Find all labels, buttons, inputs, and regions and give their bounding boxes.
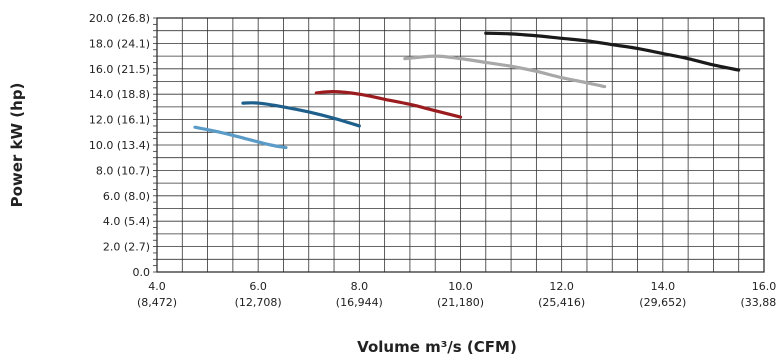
x-tick-sublabel: (16,944) [336, 296, 383, 309]
y-tick-label: 6.0 (8.0) [103, 190, 150, 203]
y-tick-label: 8.0 (10.7) [96, 164, 150, 177]
y-tick-label: 4.0 (5.4) [103, 215, 150, 228]
x-tick-sublabel: (8,472) [137, 296, 177, 309]
y-tick-label: 0.0 [133, 266, 151, 279]
x-tick-label: 8.0 [351, 280, 369, 293]
x-tick-labels: 4.0 (8,472) 6.0 (12,708) 8.0 (16,944) 10.0 (21,… [137, 280, 777, 309]
x-axis-title: Volume m³/s (CFM) [357, 338, 517, 356]
y-tick-label: 2.0 (2.7) [103, 241, 150, 254]
series-lines [193, 31, 741, 150]
y-tick-label: 10.0 (13.4) [89, 139, 150, 152]
x-tick-sublabel: (33,888) [740, 296, 777, 309]
series-line-1 [193, 125, 288, 150]
x-tick-sublabel: (12,708) [235, 296, 282, 309]
x-tick-label: 6.0 [249, 280, 267, 293]
y-tick-label: 18.0 (24.1) [89, 37, 150, 50]
x-tick-sublabel: (25,416) [538, 296, 585, 309]
x-tick-sublabel: (21,180) [437, 296, 484, 309]
x-tick-label: 14.0 [651, 280, 676, 293]
y-tick-label: 14.0 (18.8) [89, 88, 150, 101]
x-tick-label: 12.0 [549, 280, 574, 293]
series-line-3 [314, 90, 463, 119]
y-axis-title: Power kW (hp) [8, 83, 26, 208]
y-tick-labels: 0.0 2.0 (2.7) 4.0 (5.4) 6.0 (8.0) 8.0 (10.7)… [89, 12, 150, 279]
series-line-2 [241, 101, 361, 128]
x-tick-label: 10.0 [448, 280, 473, 293]
y-tick-label: 16.0 (21.5) [89, 63, 150, 76]
y-tick-label: 20.0 (26.8) [89, 12, 150, 25]
x-tick-sublabel: (29,652) [639, 296, 686, 309]
x-tick-label: 16.0 [752, 280, 777, 293]
major-gridlines [153, 17, 765, 273]
series-line-5 [484, 31, 741, 72]
series-line-4 [403, 54, 607, 89]
minor-gridlines [156, 17, 765, 273]
y-tick-label: 12.0 (16.1) [89, 114, 150, 127]
x-tick-label: 4.0 [148, 280, 166, 293]
